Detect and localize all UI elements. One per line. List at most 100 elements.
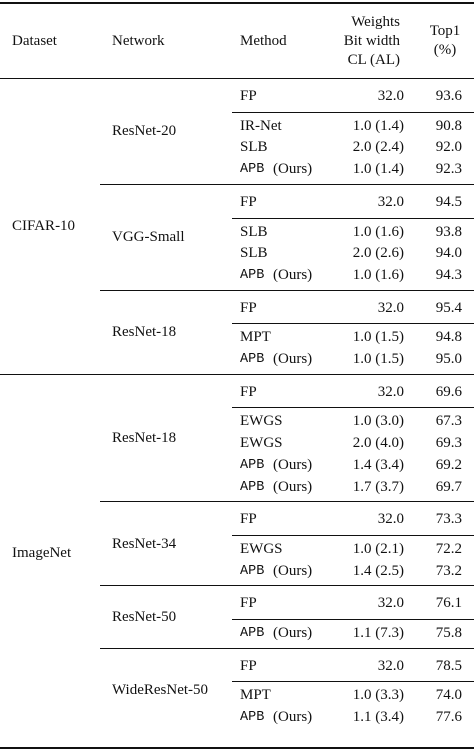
fp-separator xyxy=(232,323,474,325)
top1-cell: 94.8 xyxy=(435,329,462,346)
method-cell: SLB xyxy=(240,139,268,156)
header-weights-line2: Bit width xyxy=(343,33,400,49)
method-cell: FP xyxy=(240,595,257,612)
top1-cell: 76.1 xyxy=(435,595,462,612)
method-apb: APB xyxy=(240,162,265,178)
header-rule xyxy=(0,78,474,79)
method-cell: SLB xyxy=(240,223,268,240)
bit-width-cell: 2.0 (4.0) xyxy=(352,435,404,452)
bit-width-cell: 1.1 (7.3) xyxy=(352,625,404,641)
method-cell: FP xyxy=(240,511,257,528)
fp-separator xyxy=(232,534,474,536)
method-cell: MPT xyxy=(240,687,271,704)
bit-width-cell: 1.0 (1.4) xyxy=(352,117,404,134)
bit-width-cell: 32.0 xyxy=(377,383,404,400)
bit-width-cell: 1.0 (1.5) xyxy=(352,329,404,346)
fp-separator xyxy=(232,407,474,409)
fp-separator xyxy=(232,111,474,113)
method-cell: FP xyxy=(240,193,257,210)
top1-cell: 69.2 xyxy=(435,456,462,473)
top1-cell: 69.7 xyxy=(435,478,462,495)
bit-width-cell: 32.0 xyxy=(377,299,404,316)
fp-separator xyxy=(232,619,474,620)
bit-width-cell: 1.0 (1.6) xyxy=(352,266,404,283)
method-cell: MPT xyxy=(240,329,271,346)
ours-label: (Ours) xyxy=(273,562,313,579)
header-network: Network xyxy=(112,33,165,49)
top1-cell: 69.6 xyxy=(435,383,462,400)
network-cell: ResNet-18 xyxy=(112,324,177,341)
header-weights-line3: CL (AL) xyxy=(347,52,400,68)
bit-width-cell: 32.0 xyxy=(377,511,404,528)
header-dataset: Dataset xyxy=(12,33,57,49)
top1-cell: 73.2 xyxy=(435,562,462,579)
top1-cell: 90.8 xyxy=(435,117,462,134)
group-separator xyxy=(100,501,474,503)
fp-separator xyxy=(232,217,474,219)
top1-cell: 95.0 xyxy=(435,351,462,367)
header-top1-line1: Top1 xyxy=(429,23,461,39)
bit-width-cell: 1.0 (1.4) xyxy=(352,161,404,178)
top1-cell: 92.3 xyxy=(435,161,462,178)
header-method: Method xyxy=(240,33,287,49)
ours-label: (Ours) xyxy=(273,709,313,726)
header-weights-line1: Weights xyxy=(351,14,400,30)
ours-label: (Ours) xyxy=(273,478,313,495)
method-cell: FP xyxy=(240,383,257,400)
method-apb: APB xyxy=(240,710,265,726)
top1-cell: 93.6 xyxy=(435,88,462,104)
top1-cell: 94.5 xyxy=(435,193,462,210)
bit-width-cell: 2.0 (2.4) xyxy=(352,139,404,156)
group-separator xyxy=(100,183,474,185)
ours-label: (Ours) xyxy=(273,351,313,367)
method-apb: APB xyxy=(240,479,265,495)
network-cell: ResNet-50 xyxy=(112,609,177,625)
top1-cell: 75.8 xyxy=(435,625,462,641)
group-separator xyxy=(100,585,474,587)
top1-cell: 93.8 xyxy=(435,223,462,240)
method-cell: EWGS xyxy=(240,540,283,557)
group-separator xyxy=(100,647,474,649)
bit-width-cell: 32.0 xyxy=(377,657,404,674)
header-top1-line2: (%) xyxy=(433,42,457,58)
top1-cell: 73.3 xyxy=(435,511,462,528)
dataset-separator xyxy=(0,373,474,375)
ours-label: (Ours) xyxy=(273,456,313,473)
method-cell: EWGS xyxy=(240,413,283,430)
top-rule xyxy=(0,2,474,4)
bit-width-cell: 1.0 (1.5) xyxy=(352,351,404,367)
top1-cell: 72.2 xyxy=(435,540,462,557)
method-apb: APB xyxy=(240,457,265,473)
fp-separator xyxy=(232,681,474,683)
network-cell: WideResNet-50 xyxy=(112,682,209,699)
bit-width-cell: 1.0 (3.3) xyxy=(352,687,404,704)
method-cell: IR-Net xyxy=(240,117,282,134)
network-cell: ResNet-34 xyxy=(112,535,177,552)
top1-cell: 95.4 xyxy=(435,299,462,316)
network-cell: ResNet-18 xyxy=(112,429,177,446)
top1-cell: 78.5 xyxy=(435,657,462,674)
bottom-rule xyxy=(0,747,474,749)
bit-width-cell: 1.0 (1.6) xyxy=(352,223,404,240)
method-apb: APB xyxy=(240,352,265,367)
method-cell: SLB xyxy=(240,245,268,262)
method-apb: APB xyxy=(240,626,265,641)
bit-width-cell: 1.4 (3.4) xyxy=(352,456,404,473)
bit-width-cell: 32.0 xyxy=(377,193,404,210)
bit-width-cell: 32.0 xyxy=(377,595,404,612)
top1-cell: 69.3 xyxy=(435,435,462,452)
top1-cell: 74.0 xyxy=(435,687,462,704)
bit-width-cell: 1.7 (3.7) xyxy=(352,478,404,495)
method-cell: FP xyxy=(240,657,257,674)
method-cell: EWGS xyxy=(240,435,283,452)
method-apb: APB xyxy=(240,267,265,283)
ours-label: (Ours) xyxy=(273,625,313,641)
ours-label: (Ours) xyxy=(273,161,313,178)
bit-width-cell: 1.0 (2.1) xyxy=(352,540,404,557)
method-cell: FP xyxy=(240,88,257,104)
bit-width-cell: 1.4 (2.5) xyxy=(352,562,404,579)
bit-width-cell: 32.0 xyxy=(377,88,404,104)
top1-cell: 77.6 xyxy=(435,709,462,726)
bit-width-cell: 1.1 (3.4) xyxy=(352,709,404,726)
method-apb: APB xyxy=(240,563,265,579)
